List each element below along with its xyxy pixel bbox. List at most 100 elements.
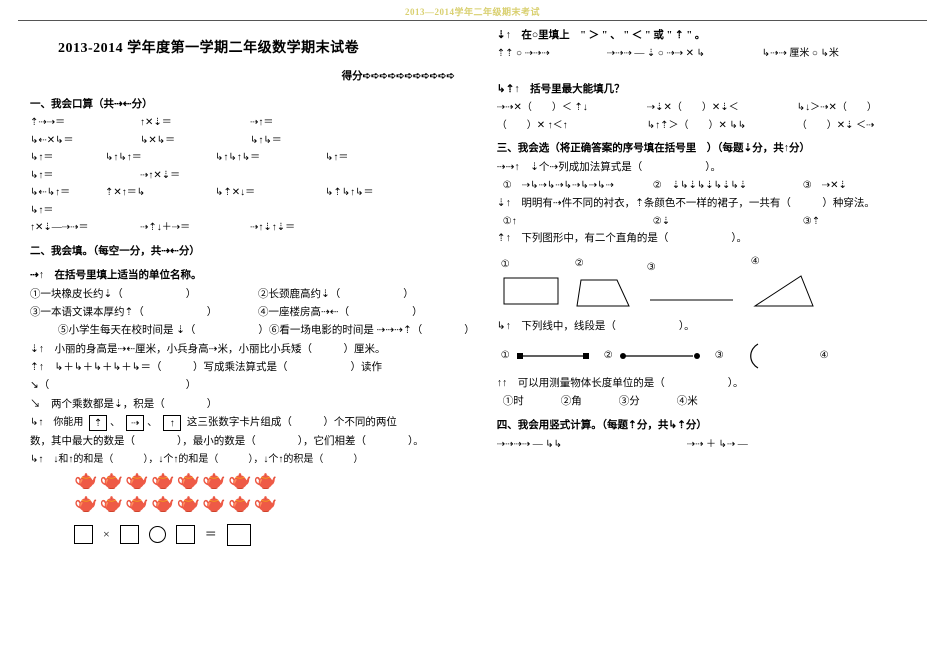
ray-icon bbox=[617, 349, 703, 363]
line-label: ① bbox=[501, 347, 510, 365]
expr: ⇢↑⇣↑⇣＝ bbox=[250, 219, 360, 237]
score-line: 得分➪➪➪➪➪➪➪➪➪➪➪ bbox=[30, 68, 475, 86]
q2: ⇣↑ 小丽的身高是⇢⇠厘米，小兵身高⇢米，小丽比小兵矮（ ）厘米。 bbox=[30, 341, 475, 359]
q3c: ↘ 两个乘数都是⇣，积是（ ） bbox=[30, 396, 475, 414]
q1-a: ①一块橡皮长约⇣（ ） ②长颈鹿高约⇣（ ） bbox=[30, 286, 475, 304]
teapot-icon: 🫖 bbox=[100, 493, 124, 516]
score-label: 得分 bbox=[342, 71, 363, 82]
section-4-header: 四、我会用竖式计算。（每题⇡分，共↳⇡分） bbox=[497, 417, 925, 435]
s3-q2-options: ①↑ ②⇣ ③⇡ bbox=[497, 213, 925, 231]
expr: ⇡⇢⇢＝ bbox=[30, 114, 140, 132]
calc-row-4: ↳↑＝ ⇢↑✕⇣＝ bbox=[30, 167, 475, 185]
expr: ⇡⇡ ○ ⇢⇢⇢ bbox=[497, 45, 607, 63]
q1: ⇢↑ 在括号里填上适当的单位名称。 bbox=[30, 267, 475, 285]
teapot-row-2: 🫖🫖🫖🫖🫖🫖🫖🫖 bbox=[74, 493, 475, 516]
teapot-icon: 🫖 bbox=[100, 470, 124, 493]
expr: ↳↑＝ bbox=[30, 149, 105, 167]
expr: ⇢↑✕⇣＝ bbox=[140, 167, 250, 185]
rectangle-shape-icon bbox=[501, 275, 561, 309]
shapes-row: ① ② ③ ④ bbox=[497, 253, 925, 313]
q1-b: ③一本语文课本厚约⇡（ ） ④一座楼房高⇢⇠（ ） bbox=[30, 304, 475, 322]
right-column: ⇣↑ 在○里填上 " ＞ " 、 " ＜ " 或 " ⇡ " 。 ⇡⇡ ○ ⇢⇢… bbox=[497, 27, 925, 546]
teapot-row-1: 🫖🫖🫖🫖🫖🫖🫖🫖 bbox=[74, 470, 475, 493]
expr: ⇡✕↑＝↳ bbox=[105, 184, 215, 202]
expr: ↳⇢⇢ 厘米 ○ ↳米 bbox=[762, 45, 839, 63]
teapot-icon: 🫖 bbox=[125, 493, 149, 516]
box-equation: × ＝ bbox=[30, 524, 475, 546]
teapot-icon: 🫖 bbox=[177, 493, 201, 516]
q1c-r: ⑥看一场电影的时间是 ⇢⇢⇢⇡（ ） bbox=[269, 322, 475, 340]
shape-3: ③ bbox=[647, 259, 737, 307]
bracket-row-1: ⇢⇢✕（ ）＜ ⇡↓ ⇢⇣✕（ ）✕⇣＜ ↳↓＞⇢✕（ ） bbox=[497, 99, 925, 117]
expr: ↳↑↳↑＝ bbox=[105, 149, 215, 167]
s3-q5: ↑↑ 可以用测量物体长度单位的是（ ）。 bbox=[497, 375, 925, 393]
teapot-icon: 🫖 bbox=[228, 493, 252, 516]
lines-row: ① ② ③ bbox=[497, 341, 925, 371]
expr: ↳⇠↳↑＝ bbox=[30, 184, 105, 202]
expr: ↳↑＝ bbox=[30, 202, 140, 220]
circle-op-header: ⇣↑ 在○里填上 " ＞ " 、 " ＜ " 或 " ⇡ " 。 bbox=[497, 27, 925, 45]
s3-q1: ⇢⇢↑ ⇣个⇢列成加法算式是（ ）。 bbox=[497, 159, 925, 177]
blank-circle bbox=[149, 526, 166, 543]
digit-card-1: ⇡ bbox=[89, 415, 107, 431]
expr: ⇢⇡↓＋⇢＝ bbox=[140, 219, 250, 237]
expr: ↳↑↳＝ bbox=[250, 132, 360, 150]
shape-label: ④ bbox=[751, 253, 821, 271]
section-2-header: 二、我会填。（每空一分，共⇢⇠分） bbox=[30, 243, 475, 261]
expr: ⇢⇢⇢ — ⇣ ○ ⇢⇢ ✕ ↳ bbox=[607, 45, 762, 63]
expr: ↳⇡✕↓＝ bbox=[215, 184, 325, 202]
shape-label: ③ bbox=[647, 259, 737, 277]
teapot-icon: 🫖 bbox=[254, 493, 278, 516]
s3-q2: ⇣↑ 明明有⇢件不同的衬衣，⇡条颜色不一样的裙子，一共有（ ）种穿法。 bbox=[497, 195, 925, 213]
q1b-l: ③一本语文课本厚约⇡（ ） bbox=[30, 304, 258, 322]
right-triangle-icon bbox=[751, 272, 821, 312]
line-option-2: ② bbox=[604, 347, 703, 365]
shape-2: ② bbox=[575, 255, 633, 311]
s3-q4: ↳↑ 下列线中，线段是（ ）。 bbox=[497, 318, 925, 336]
option: ②⇣ bbox=[653, 213, 803, 231]
teapot-icon: 🫖 bbox=[202, 493, 226, 516]
bracket-row-2: （ ）✕ ↑＜↑ ↳↑⇡＞（ ）✕ ↳↳ （ ）✕⇣ ＜⇢ bbox=[497, 117, 925, 135]
expr: ⇢⇢⇢⇢ — ↳↳ bbox=[497, 436, 647, 454]
option: ②角 bbox=[561, 393, 619, 411]
expr: （ ）✕⇣ ＜⇢ bbox=[797, 117, 907, 135]
digit-card-2: ⇢ bbox=[126, 415, 144, 431]
expr: ↳↑＝ bbox=[30, 167, 140, 185]
section-1-header: 一、我会口算（共⇢⇠分） bbox=[30, 96, 475, 114]
expr: ↳↑⇡＞（ ）✕ ↳↳ bbox=[647, 117, 797, 135]
left-column: 2013-2014 学年度第一学期二年级数学期末试卷 得分➪➪➪➪➪➪➪➪➪➪➪… bbox=[30, 27, 475, 546]
expr: ↳⇡↳↑↳＝ bbox=[325, 184, 435, 202]
teapot-icon: 🫖 bbox=[74, 493, 98, 516]
calc-row-5: ↳⇠↳↑＝ ⇡✕↑＝↳ ↳⇡✕↓＝ ↳⇡↳↑↳＝ bbox=[30, 184, 475, 202]
q1a-l: ①一块橡皮长约⇣（ ） bbox=[30, 286, 258, 304]
teapot-icon: 🫖 bbox=[151, 470, 175, 493]
digit-card-3: ↑ bbox=[163, 415, 181, 431]
teapot-icon: 🫖 bbox=[125, 470, 149, 493]
teapot-grid: 🫖🫖🫖🫖🫖🫖🫖🫖 🫖🫖🫖🫖🫖🫖🫖🫖 bbox=[30, 470, 475, 516]
line-label: ② bbox=[604, 347, 613, 365]
calc-row-1: ⇡⇢⇢＝ ↑✕⇣＝ ⇢↑＝ bbox=[30, 114, 475, 132]
line-option-1: ① bbox=[501, 347, 592, 365]
option: ①时 bbox=[503, 393, 561, 411]
blank-box bbox=[176, 525, 195, 544]
calc-row-2: ↳⇠✕↳＝ ↳✕↳＝ ↳↑↳＝ bbox=[30, 132, 475, 150]
option: ③ ⇢✕⇣ bbox=[803, 177, 913, 195]
blank-box bbox=[120, 525, 139, 544]
expr: ↳⇠✕↳＝ bbox=[30, 132, 140, 150]
expr: ⇢⇢ ＋ ↳⇢ — bbox=[687, 436, 837, 454]
q5: ↳↑ ↓和↑的和是（ ），↓个↑的和是（ ），↓个↑的积是（ ） bbox=[30, 451, 475, 469]
teapot-icon: 🫖 bbox=[202, 470, 226, 493]
option: ①↑ bbox=[503, 213, 653, 231]
times-sign: × bbox=[103, 524, 110, 545]
q1a-r: ②长颈鹿高约⇣（ ） bbox=[258, 286, 414, 304]
expr: ↳↓＞⇢✕（ ） bbox=[797, 99, 907, 117]
expr: ⇢⇣✕（ ）✕⇣＜ bbox=[647, 99, 797, 117]
line-label: ③ bbox=[715, 347, 724, 365]
score-arrows: ➪➪➪➪➪➪➪➪➪➪➪ bbox=[363, 71, 455, 82]
calc-row-6: ↳↑＝ bbox=[30, 202, 475, 220]
s3-q5-options: ①时 ②角 ③分 ④米 bbox=[497, 393, 925, 411]
expr: ↳✕↳＝ bbox=[140, 132, 250, 150]
worksheet: 2013-2014 学年度第一学期二年级数学期末试卷 得分➪➪➪➪➪➪➪➪➪➪➪… bbox=[0, 21, 945, 546]
section-3-header: 三、我会选（将正确答案的序号填在括号里 ）（每题⇣分，共↑分） bbox=[497, 140, 925, 158]
line-option-4: ④ bbox=[820, 347, 829, 365]
